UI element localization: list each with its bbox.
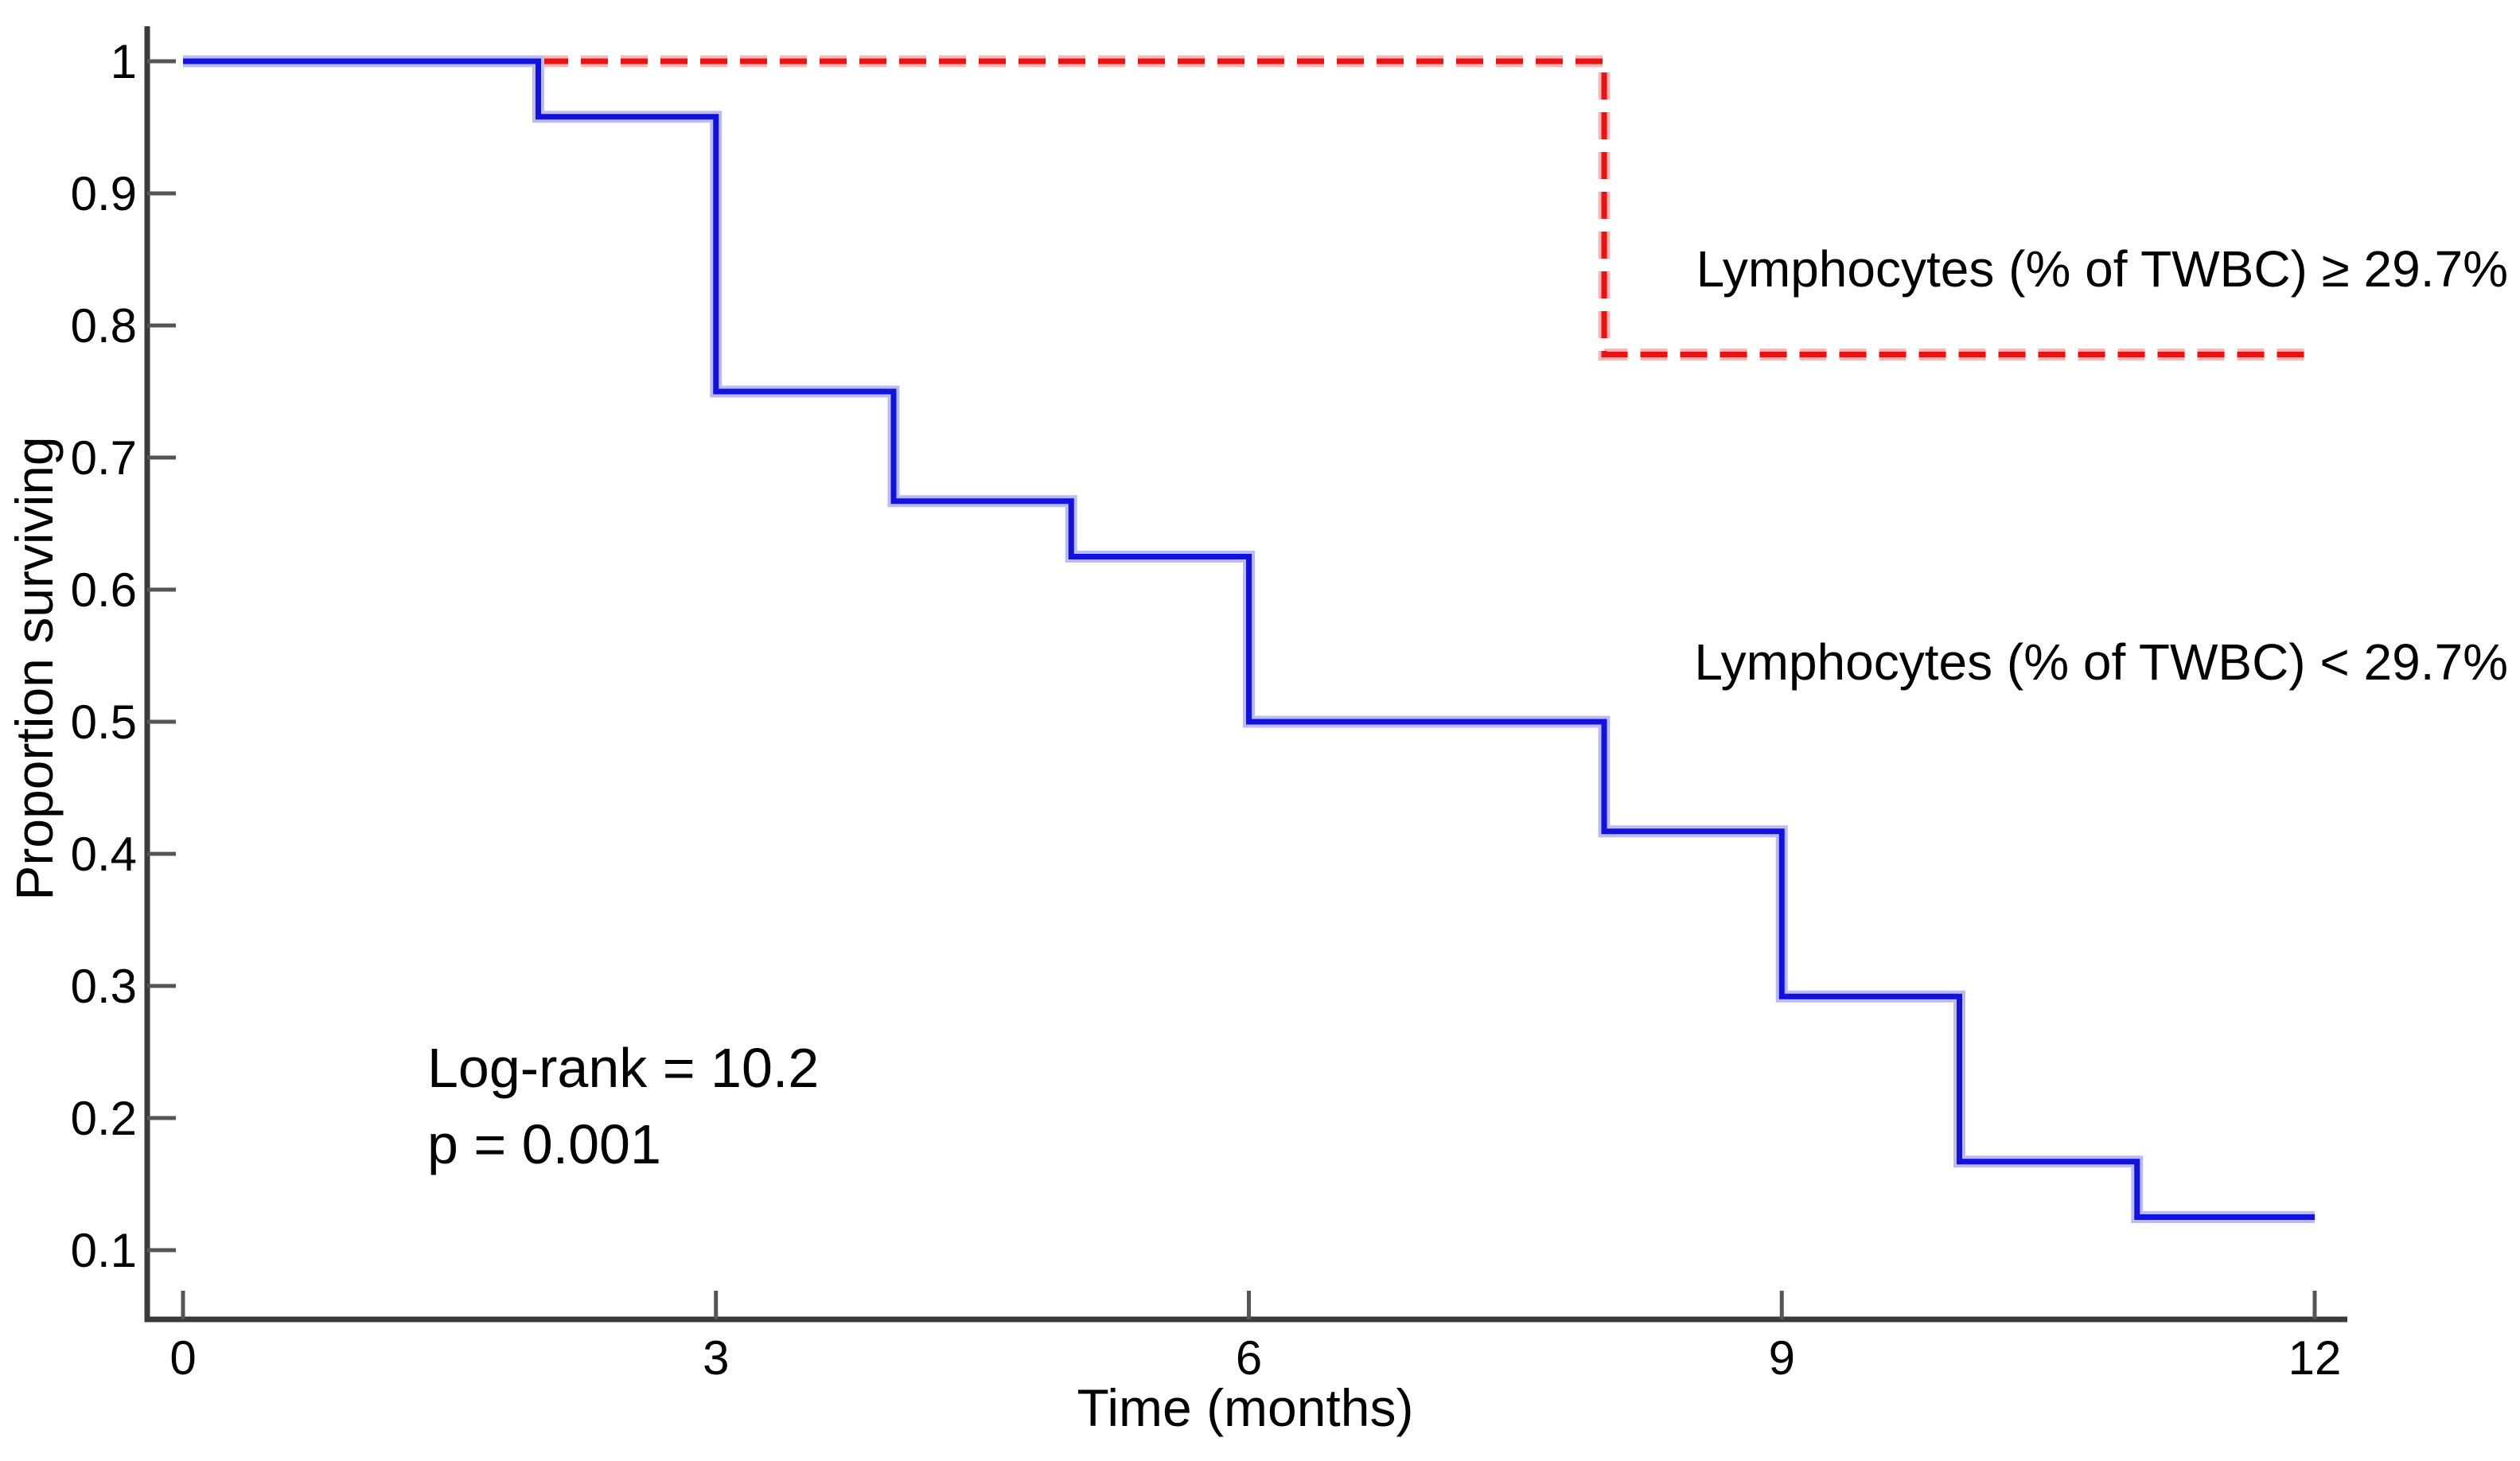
- x-axis-title: Time (months): [1077, 1378, 1414, 1437]
- y-tick-label: 0.1: [71, 1224, 137, 1277]
- x-tick-label: 6: [1236, 1331, 1262, 1385]
- y-tick-label: 0.2: [71, 1092, 137, 1145]
- y-tick-label: 0.4: [71, 828, 137, 881]
- y-axis-title: Proportion surviving: [5, 436, 64, 900]
- y-tick-label: 1: [111, 35, 137, 88]
- x-tick-label: 0: [169, 1331, 196, 1385]
- y-tick-label: 0.3: [71, 960, 137, 1013]
- x-tick-label: 9: [1769, 1331, 1795, 1385]
- blue-series-label: Lymphocytes (% of TWBC) < 29.7%: [1694, 633, 2508, 691]
- red-series-halo: [183, 55, 2315, 361]
- y-tick-label: 0.7: [71, 431, 137, 485]
- y-tick-label: 0.6: [71, 563, 137, 617]
- red-series-curve: [183, 58, 2315, 358]
- y-tick-label: 0.9: [71, 167, 137, 220]
- red-series-label: Lymphocytes (% of TWBC) ≥ 29.7%: [1696, 240, 2508, 298]
- y-axis-ticks: 1 0.9 0.8 0.7 0.6 0.5 0.4 0.3 0.2 0.1: [71, 35, 176, 1277]
- logrank-annotation: Log-rank = 10.2: [427, 1037, 819, 1099]
- blue-series-curve: [183, 58, 2315, 1220]
- x-axis-ticks: 0 3 6 9 12: [169, 1291, 2341, 1385]
- pvalue-annotation: p = 0.001: [427, 1113, 661, 1175]
- x-tick-label: 12: [2288, 1331, 2342, 1385]
- x-tick-label: 3: [703, 1331, 729, 1385]
- y-tick-label: 0.8: [71, 299, 137, 353]
- y-tick-label: 0.5: [71, 695, 137, 749]
